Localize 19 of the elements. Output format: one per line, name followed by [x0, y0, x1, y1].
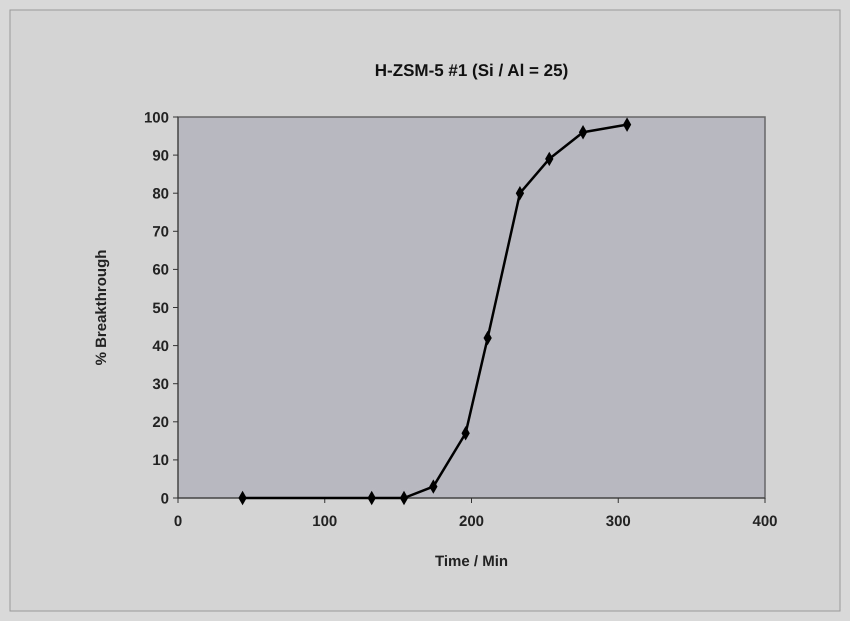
y-tick-label: 40 — [152, 338, 169, 355]
x-tick-label: 400 — [752, 513, 778, 530]
x-tick-label: 200 — [458, 513, 484, 530]
x-tick-label: 300 — [606, 513, 631, 530]
x-tick-label: 0 — [174, 513, 182, 530]
y-tick-label: 80 — [152, 185, 169, 202]
y-tick-label: 60 — [152, 262, 169, 279]
y-tick-label: 20 — [152, 414, 169, 432]
y-axis-title: % Breakthrough — [93, 250, 110, 366]
x-axis-title: Time / Min — [434, 553, 508, 570]
x-tick-label: 100 — [312, 513, 338, 530]
y-tick-label: 0 — [160, 490, 169, 508]
chart-title: H-ZSM-5 #1 (Si / Al = 25) — [374, 61, 568, 80]
y-tick-label: 30 — [152, 376, 169, 393]
y-tick-label: 10 — [152, 452, 169, 470]
y-tick-label: 100 — [144, 109, 169, 126]
y-tick-label: 70 — [152, 224, 169, 241]
y-tick-label: 50 — [152, 300, 169, 317]
y-tick-label: 90 — [152, 147, 169, 164]
